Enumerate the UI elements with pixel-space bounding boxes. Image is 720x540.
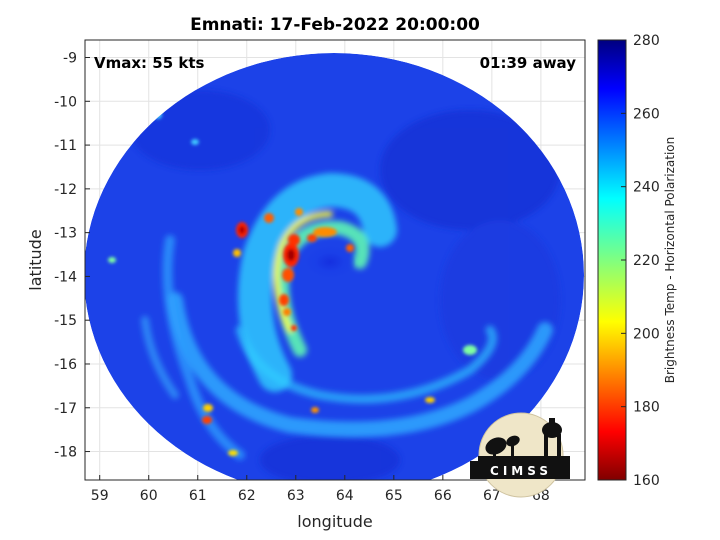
cimss-logo: CIMSS	[470, 412, 570, 498]
y-tick-label: -15	[54, 313, 77, 329]
colorbar-tick-label: 160	[633, 473, 660, 489]
logo-text: CIMSS	[490, 464, 552, 478]
x-axis-label: longitude	[297, 512, 372, 531]
y-tick-label: -18	[54, 445, 77, 461]
y-tick-label: -16	[54, 357, 77, 373]
colorbar-tick-label: 260	[633, 106, 660, 122]
x-tick-label: 63	[287, 488, 305, 504]
x-axis-ticks: 59 60 61 62 63 64 65 66 67 68	[91, 475, 550, 504]
convective-cells	[108, 111, 477, 456]
y-axis-ticks: -9 -10 -11 -12 -13 -14 -15 -16 -17 -18	[54, 51, 90, 461]
y-tick-label: -9	[63, 51, 77, 67]
y-tick-label: -13	[54, 226, 77, 242]
chart-title: Emnati: 17-Feb-2022 20:00:00	[190, 15, 480, 35]
x-tick-label: 61	[189, 488, 207, 504]
y-tick-label: -11	[54, 138, 77, 154]
y-tick-label: -12	[54, 182, 77, 198]
brightness-temperature-swath	[85, 53, 584, 480]
colorbar-tick-label: 240	[633, 180, 660, 196]
vmax-annotation: Vmax: 55 kts	[94, 54, 204, 72]
colorbar: 280 260 240 220 200 180 160 Brightness Temp - …	[597, 33, 677, 489]
plot-area: 59 60 61 62 63 64 65 66 67 68 -9-10-11-12-13-14-1…	[26, 39, 586, 531]
y-tick-label: -14	[54, 269, 77, 285]
x-tick-label: 64	[336, 488, 354, 504]
colorbar-tick-label: 220	[633, 253, 660, 269]
logo-silhouette	[470, 418, 570, 479]
x-tick-label: 65	[385, 488, 403, 504]
x-tick-label: 60	[140, 488, 158, 504]
colorbar-ticks: 280 260 240 220 200 180 160	[621, 33, 660, 489]
x-tick-label: 67	[483, 488, 501, 504]
plot-frame	[84, 39, 586, 481]
x-tick-label: 62	[238, 488, 256, 504]
y-tick-label: -17	[54, 401, 77, 417]
x-tick-label: 66	[434, 488, 452, 504]
colorbar-label: Brightness Temp - Horizontal Polarizatio…	[663, 137, 677, 384]
y-axis-label: latitude	[26, 229, 45, 290]
time-away-annotation: 01:39 away	[480, 54, 577, 72]
storm-eye	[304, 245, 356, 279]
colorbar-tick-label: 200	[633, 326, 660, 342]
x-tick-label: 59	[91, 488, 109, 504]
colorbar-tick-label: 180	[633, 400, 660, 416]
y-tick-label: -10	[54, 94, 77, 110]
colorbar-tick-label: 280	[633, 33, 660, 49]
